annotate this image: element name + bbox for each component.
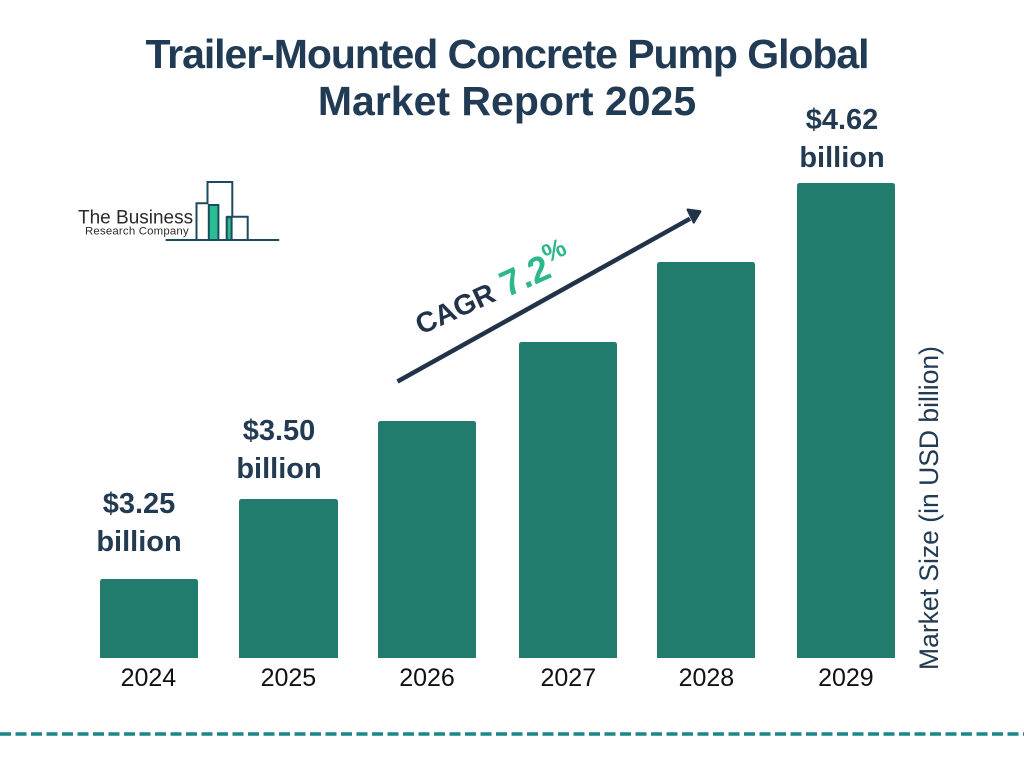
- svg-text:Research Company: Research Company: [85, 226, 189, 238]
- svg-text:Market Size (in USD billion): Market Size (in USD billion): [914, 346, 944, 670]
- svg-text:The Business: The Business: [78, 208, 193, 229]
